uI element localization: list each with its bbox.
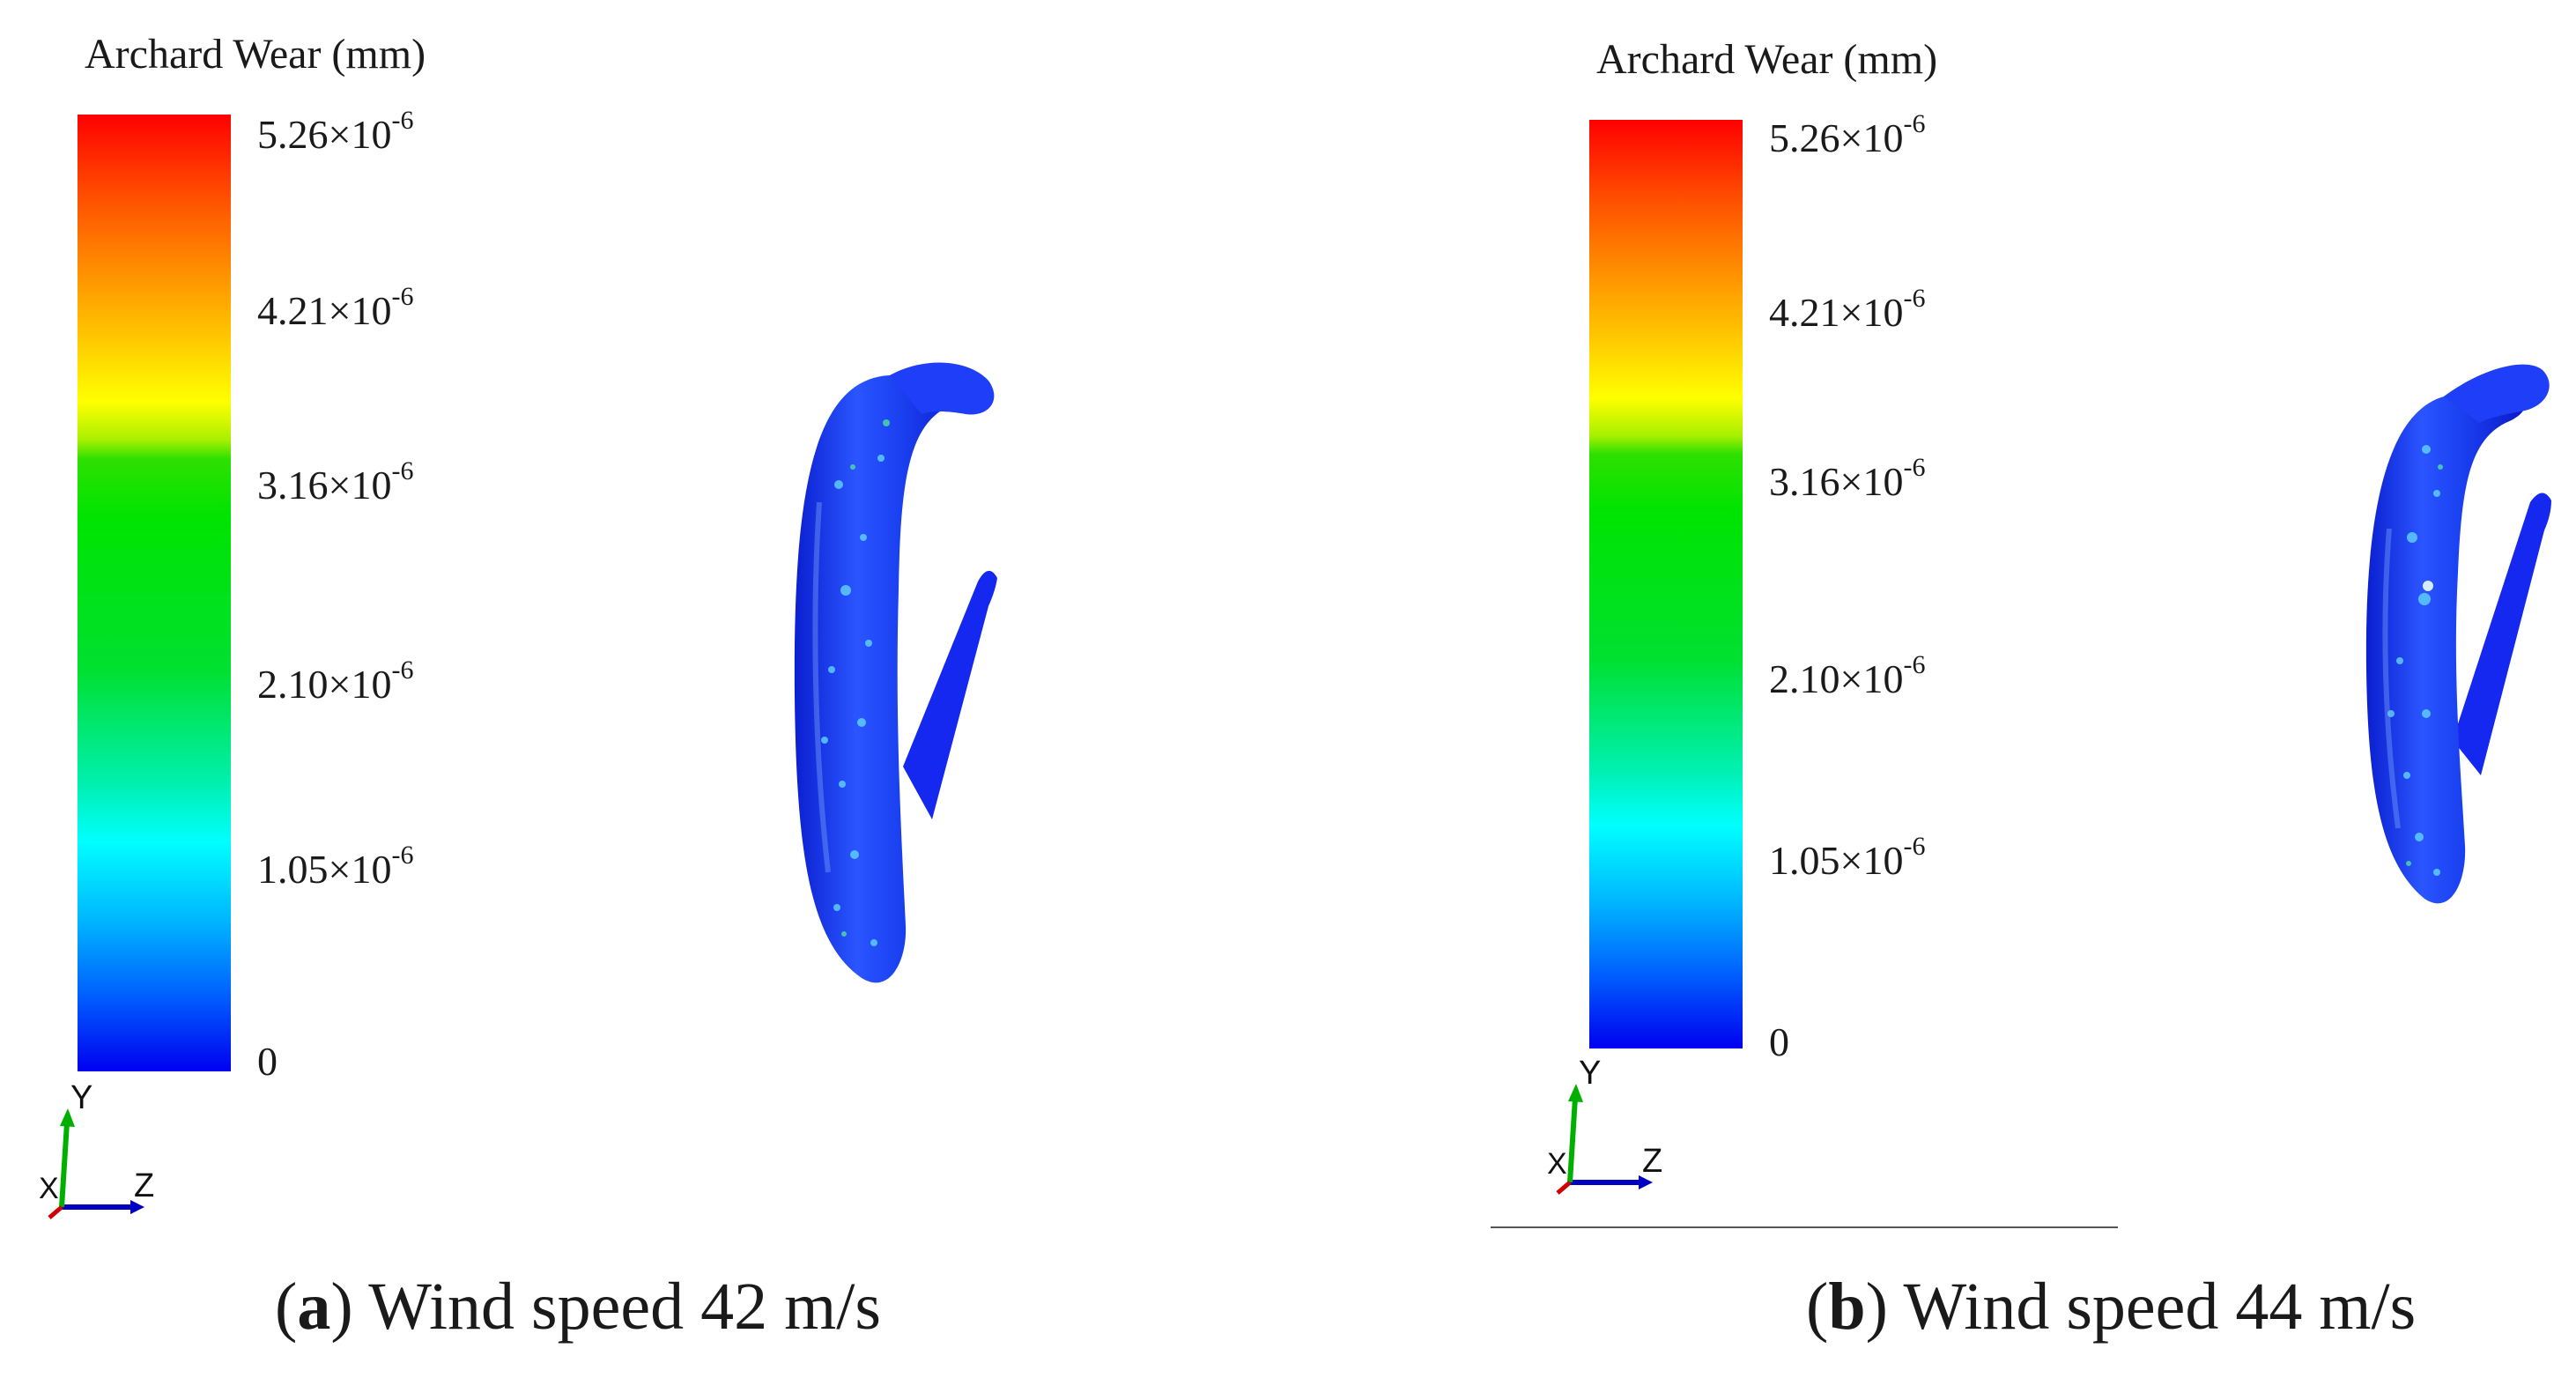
tick-label-3: 3.16×10-6	[257, 456, 414, 507]
axis-label-z: Z	[1642, 1143, 1662, 1180]
tick-label-4: 4.21×10-6	[257, 281, 414, 333]
tick-label-max: 5.26×10-6	[257, 105, 414, 157]
tick-label-min: 0	[1769, 1019, 1789, 1064]
tick-label-2: 2.10×10-6	[1769, 649, 1926, 701]
tick-label-3: 3.16×10-6	[1769, 452, 1926, 504]
axis-label-y: Y	[70, 1082, 93, 1116]
caption-a: (a) Wind speed 42 m/s	[275, 1270, 881, 1344]
axis-label-x: X	[1547, 1147, 1567, 1181]
wear-model-3d	[794, 362, 997, 983]
coordinate-triad: Y X Z	[1547, 1057, 1662, 1195]
color-scale-bar	[78, 115, 231, 1071]
tick-label-2: 2.10×10-6	[257, 655, 414, 707]
tick-label-1: 1.05×10-6	[257, 840, 414, 892]
panel-b: Archard Wear (mm) 5.26×10-6 4.21×10-6 3.…	[1288, 0, 2576, 1378]
caption-b: (b) Wind speed 44 m/s	[1806, 1270, 2417, 1344]
panel-a: Archard Wear (mm) 5.26×10-6 4.21×10-6 3.…	[39, 31, 997, 1344]
axis-label-x: X	[39, 1172, 59, 1205]
wear-model-3d	[2365, 364, 2551, 904]
tick-label-4: 4.21×10-6	[1769, 283, 1926, 335]
axis-label-z: Z	[134, 1167, 154, 1204]
color-scale-bar	[1589, 120, 1743, 1048]
divider-line	[1491, 1226, 2118, 1228]
legend-title: Archard Wear (mm)	[85, 31, 426, 78]
coordinate-triad: Y X Z	[39, 1082, 154, 1219]
tick-label-1: 1.05×10-6	[1769, 831, 1926, 883]
tick-label-max: 5.26×10-6	[1769, 108, 1926, 160]
axis-label-y: Y	[1579, 1057, 1601, 1092]
legend-title: Archard Wear (mm)	[1596, 36, 1938, 83]
tick-label-min: 0	[257, 1039, 278, 1084]
